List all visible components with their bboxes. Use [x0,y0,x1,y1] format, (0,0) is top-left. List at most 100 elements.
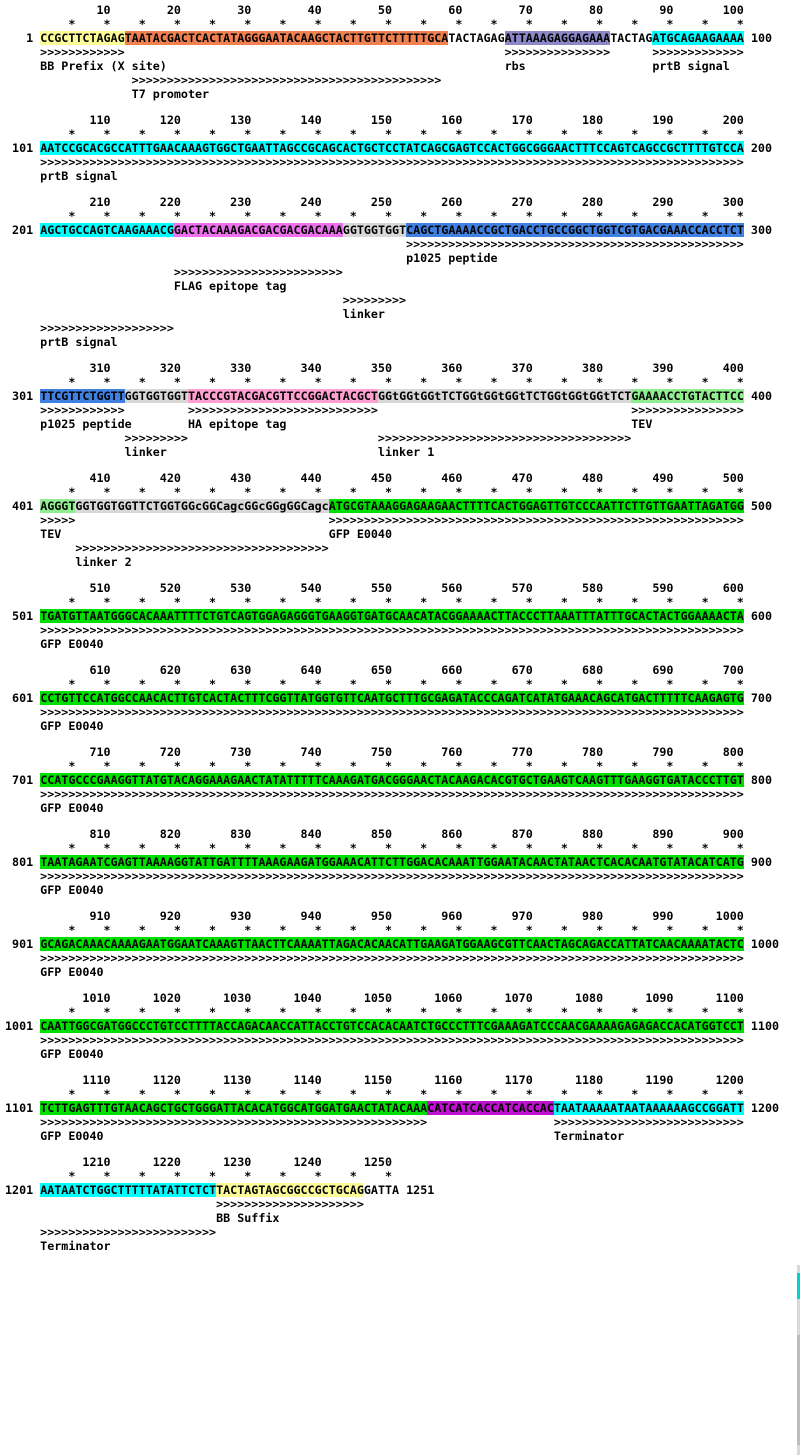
sequence-line[interactable]: 801 TAATAGAATCGAGTTAAAAGGTATTGATTTTAAAGA… [5,855,800,869]
annotation-label: T7 promoter [5,87,744,101]
feature-segment-prtb_signal[interactable]: ATGCAGAAGAAAA [652,31,744,45]
row-end-number: 200 [743,141,772,155]
feature-segment-gfp[interactable]: GCAGACAAACAAAAGAATGGAATCAAAGTTAACTTCAAAA… [40,937,744,951]
row-end-number: 1100 [743,1019,780,1033]
annotation-arrows: >>>>>>>>>>>>>>>>>>>>>>>>>>>>>>>>>>>>>>>>… [5,73,744,87]
feature-segment-gfp[interactable]: CAATTGGCGATGGCCCTGTCCTTTTACCAGACAACCATTA… [40,1019,744,1033]
sequence-block: 1110 1120 1130 1140 1150 1160 1170 1180 … [5,1073,800,1143]
annotation-arrows: >>>>>>>>> >>>>>>>>>>>>>>>>>>>>>>>>>>>>>>… [5,431,744,445]
sequence-line[interactable]: 501 TGATGTTAATGGGCACAAATTTTCTGTCAGTGGAGA… [5,609,800,623]
sequence-block: 210 220 230 240 250 260 270 280 290 300 … [5,195,800,349]
row-start-number: 701 [5,773,41,787]
annotation-label: GFP E0040 [5,1047,744,1061]
feature-segment-terminator[interactable]: AATAATCTGGCTTTTTATATTCTCT [40,1183,217,1197]
sequence-line[interactable]: 201 AGCTGCCAGTCAAGAAACGGACTACAAAGACGACGA… [5,223,800,237]
annotation-label: BB Suffix [5,1211,400,1225]
ruler-line: 110 120 130 140 150 160 170 180 190 200 [5,113,744,127]
annotation-arrows: >>>>>>>>>>>>>>>>>>>>>>>>>>>>>>>>>>>>>>>>… [5,155,744,169]
annotation-arrows: >>>>> >>>>>>>>>>>>>>>>>>>>>>>>>>>>>>>>>>… [5,513,744,527]
feature-segment-gfp[interactable]: CCATGCCCGAAGGTTATGTACAGGAAAGAACTATATTTTT… [40,773,744,787]
annotation-arrows: >>>>>>>>>>>> >>>>>>>>>>>>>>> >>>>>>>>>>>… [5,45,744,59]
feature-segment-gfp[interactable]: TAATAGAATCGAGTTAAAAGGTATTGATTTTAAAGAAGAT… [40,855,744,869]
sequence-line[interactable]: 1 CCGCTTCTAGAGTAATACGACTCACTATAGGGAATACA… [5,31,800,45]
annotation-arrows: >>>>>>>>>>>> >>>>>>>>>>>>>>>>>>>>>>>>>>>… [5,403,744,417]
feature-segment-plain[interactable]: GATTA [363,1183,400,1197]
sequence-block: 310 320 330 340 350 360 370 380 390 400 … [5,361,800,459]
tick-line: * * * * * * * * * * * * * * * * * * * * [5,375,744,389]
sequence-block: 1210 1220 1230 1240 1250 * * * * * * * *… [5,1155,800,1253]
annotation-label: Terminator [5,1239,400,1253]
sequence-line[interactable]: 301 TTCGTTCTGGTTGGTGGTGGTTACCCGTACGACGTT… [5,389,800,403]
sequence-block: 110 120 130 140 150 160 170 180 190 200 … [5,113,800,183]
annotation-label: linker linker 1 [5,445,744,459]
ruler-line: 410 420 430 440 450 460 470 480 490 500 [5,471,744,485]
feature-segment-rbs[interactable]: ATTAAAGAGGAGAAA [504,31,611,45]
annotation-label: GFP E0040 [5,883,744,897]
feature-segment-tev[interactable]: AGGGT [40,499,76,513]
feature-segment-plain[interactable]: TACTAG [610,31,653,45]
feature-segment-linker[interactable]: GGTGGTGGTTCTGGTGGcGGCagcGGcGGgGGCagc [75,499,329,513]
feature-segment-linker[interactable]: GGTGGTGGT [342,223,407,237]
feature-segment-ha[interactable]: TACCCGTACGACGTTCCGGACTACGCT [187,389,378,403]
sequence-line[interactable]: 401 AGGGTGGTGGTGGTTCTGGTGGcGGCagcGGcGGgG… [5,499,800,513]
row-start-number: 501 [5,609,41,623]
sequence-block: 610 620 630 640 650 660 670 680 690 700 … [5,663,800,733]
feature-segment-prtb_signal[interactable]: AGCTGCCAGTCAAGAAACG [40,223,174,237]
annotation-arrows: >>>>>>>>>>>>>>>>>>>>>>>> [5,265,744,279]
annotation-label: FLAG epitope tag [5,279,744,293]
annotation-label: GFP E0040 Terminator [5,1129,744,1143]
tick-line: * * * * * * * * * * * * * * * * * * * * [5,759,744,773]
sequence-block: 810 820 830 840 850 860 870 880 890 900 … [5,827,800,897]
ruler-line: 1210 1220 1230 1240 1250 [5,1155,400,1169]
row-end-number: 600 [743,609,772,623]
annotation-arrows: >>>>>>>>>>>>>>>>>>> [5,321,744,335]
feature-segment-prtb_signal[interactable]: AATCCGCACGCCATTTGAACAAAGTGGCTGAATTAGCCGC… [40,141,744,155]
row-start-number: 601 [5,691,41,705]
tick-line: * * * * * * * * * * [5,1169,400,1183]
feature-segment-terminator[interactable]: TAATAAAAATAATAAAAAAGCCGGATT [553,1101,744,1115]
ruler-line: 1010 1020 1030 1040 1050 1060 1070 1080 … [5,991,744,1005]
sequence-block: 10 20 30 40 50 60 70 80 90 100 * * * * *… [5,3,800,101]
feature-segment-linker[interactable]: GGTGGTGGT [124,389,188,403]
ruler-line: 610 620 630 640 650 660 670 680 690 700 [5,663,744,677]
row-end-number: 1251 [399,1183,435,1197]
row-start-number: 1201 [5,1183,41,1197]
sequence-block: 510 520 530 540 550 560 570 580 590 600 … [5,581,800,651]
feature-segment-gfp[interactable]: TGATGTTAATGGGCACAAATTTTCTGTCAGTGGAGAGGGT… [40,609,744,623]
sequence-line[interactable]: 901 GCAGACAAACAAAAGAATGGAATCAAAGTTAACTTC… [5,937,800,951]
feature-segment-p1025[interactable]: TTCGTTCTGGTT [40,389,125,403]
annotation-label: p1025 peptide [5,251,744,265]
sequence-line[interactable]: 701 CCATGCCCGAAGGTTATGTACAGGAAAGAACTATAT… [5,773,800,787]
sequence-line[interactable]: 1201 AATAATCTGGCTTTTTATATTCTCTTACTAGTAGC… [5,1183,800,1197]
annotation-arrows: >>>>>>>>>>>>>>>>>>>>>>>>> [5,1225,400,1239]
feature-segment-bb_suffix[interactable]: TACTAGTAGCGGCCGCTGCAG [216,1183,364,1197]
sequence-line[interactable]: 601 CCTGTTCCATGGCCAACACTTGTCACTACTTTCGGT… [5,691,800,705]
sequence-line[interactable]: 101 AATCCGCACGCCATTTGAACAAAGTGGCTGAATTAG… [5,141,800,155]
annotation-arrows: >>>>>>>>>>>>>>>>>>>>>>>>>>>>>>>>>>>>>>>>… [5,1033,744,1047]
feature-segment-p1025[interactable]: CAGCTGAAAACCGCTGACCTGCCGGCTGGTCGTGACGAAA… [406,223,744,237]
annotation-label: TEV GFP E0040 [5,527,744,541]
sequence-line[interactable]: 1101 TCTTGAGTTTGTAACAGCTGCTGGGATTACACATG… [5,1101,800,1115]
feature-segment-tev[interactable]: GAAAACCTGTACTTCC [631,389,744,403]
feature-segment-flag[interactable]: GACTACAAAGACGACGACGACAAA [173,223,343,237]
annotation-label: prtB signal [5,335,744,349]
feature-segment-bb_prefix[interactable]: CCGCTTCTAGAG [40,31,125,45]
sequence-block: 1010 1020 1030 1040 1050 1060 1070 1080 … [5,991,800,1061]
feature-segment-linker[interactable]: GGtGGtGGtTCTGGtGGtGGtTCTGGtGGtGGtTCT [377,389,632,403]
row-start-number: 301 [5,389,41,403]
annotation-arrows: >>>>>>>>>>>>>>>>>>>>> [5,1197,400,1211]
tick-line: * * * * * * * * * * * * * * * * * * * * [5,677,744,691]
sequence-line[interactable]: 1001 CAATTGGCGATGGCCCTGTCCTTTTACCAGACAAC… [5,1019,800,1033]
tick-line: * * * * * * * * * * * * * * * * * * * * [5,17,744,31]
row-start-number: 801 [5,855,41,869]
sequence-block: 410 420 430 440 450 460 470 480 490 500 … [5,471,800,569]
feature-segment-gfp[interactable]: TCTTGAGTTTGTAACAGCTGCTGGGATTACACATGGCATG… [40,1101,428,1115]
row-end-number: 900 [743,855,772,869]
feature-segment-his[interactable]: CATCATCACCATCACCAC [427,1101,554,1115]
row-start-number: 1001 [5,1019,41,1033]
feature-segment-gfp[interactable]: CCTGTTCCATGGCCAACACTTGTCACTACTTTCGGTTATG… [40,691,744,705]
annotation-label: linker [5,307,744,321]
feature-segment-plain[interactable]: TACTAGAG [448,31,505,45]
feature-segment-gfp[interactable]: ATGCGTAAAGGAGAAGAACTTTTCACTGGAGTTGTCCCAA… [328,499,744,513]
feature-segment-t7_region[interactable]: TAATACGACTCACTATAGGGAATACAAGCTACTTGTTCTT… [124,31,449,45]
